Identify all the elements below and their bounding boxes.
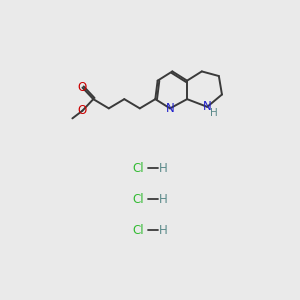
- Text: Cl: Cl: [132, 224, 144, 236]
- Text: H: H: [159, 224, 167, 236]
- Text: H: H: [210, 108, 218, 118]
- Text: Cl: Cl: [132, 193, 144, 206]
- Text: H: H: [159, 162, 167, 175]
- Text: H: H: [159, 193, 167, 206]
- Text: Cl: Cl: [132, 162, 144, 175]
- Text: O: O: [77, 81, 86, 94]
- Text: N: N: [203, 100, 212, 113]
- Text: O: O: [77, 104, 86, 117]
- Text: N: N: [166, 102, 174, 115]
